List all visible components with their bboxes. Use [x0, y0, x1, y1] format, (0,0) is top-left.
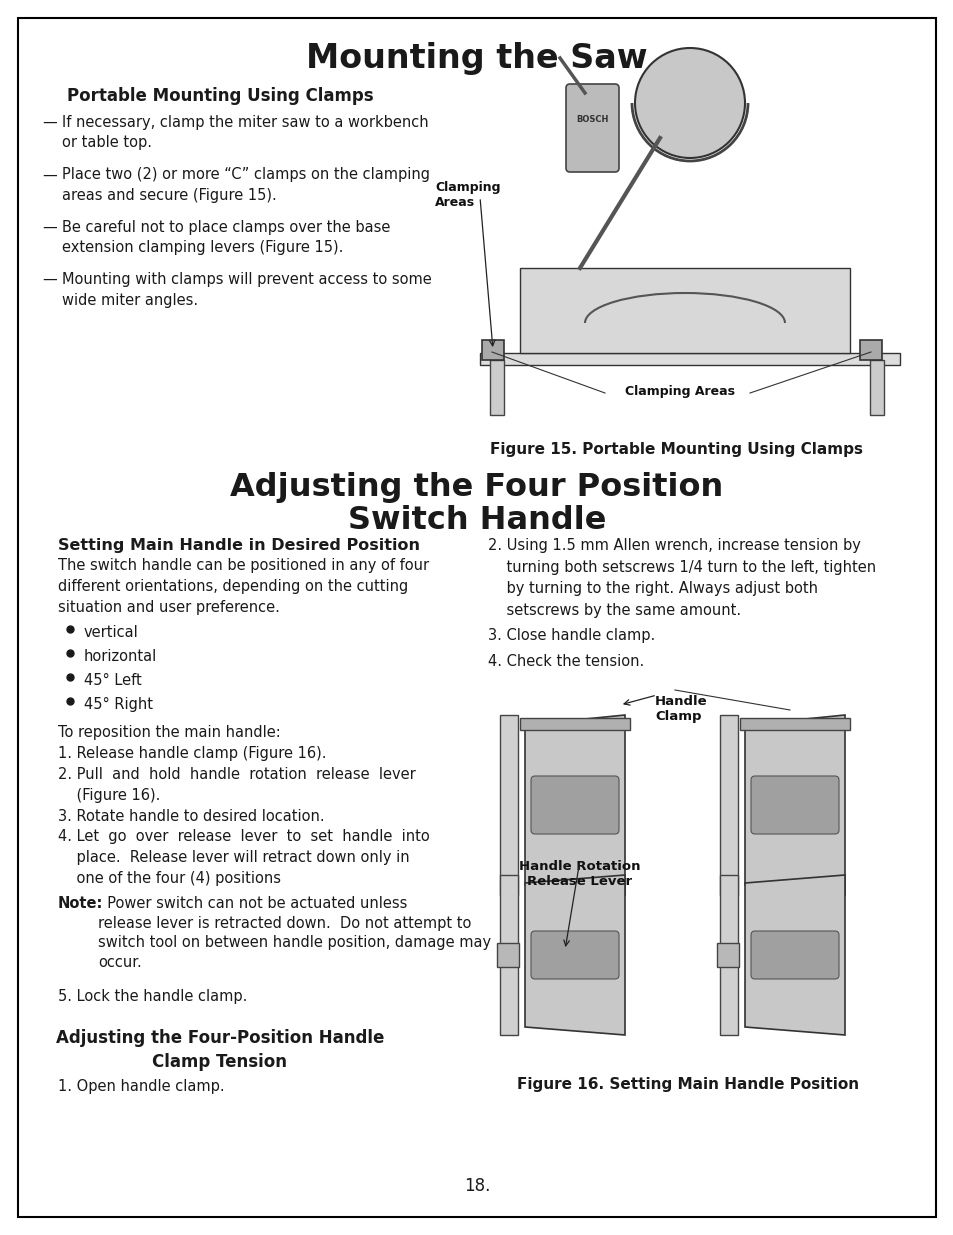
- Bar: [490, 359, 503, 415]
- FancyBboxPatch shape: [531, 931, 618, 979]
- Bar: [497, 944, 518, 967]
- Text: —: —: [42, 272, 56, 288]
- Text: —: —: [42, 168, 56, 183]
- Text: Clamping Areas: Clamping Areas: [624, 384, 734, 398]
- Text: —: —: [42, 220, 56, 235]
- Bar: [859, 340, 882, 359]
- Text: setscrews by the same amount.: setscrews by the same amount.: [488, 603, 740, 618]
- Text: 4. Let  go  over  release  lever  to  set  handle  into: 4. Let go over release lever to set hand…: [58, 830, 429, 845]
- Text: The switch handle can be positioned in any of four: The switch handle can be positioned in a…: [58, 558, 429, 573]
- Text: Note:: Note:: [58, 895, 103, 910]
- Bar: [720, 715, 738, 895]
- Polygon shape: [524, 876, 624, 1035]
- Bar: [519, 718, 629, 730]
- Bar: [499, 876, 517, 1035]
- Bar: [455, 559, 919, 1070]
- Text: 18.: 18.: [463, 1177, 490, 1195]
- Bar: [479, 353, 899, 366]
- Text: Portable Mounting Using Clamps: Portable Mounting Using Clamps: [67, 86, 373, 105]
- Text: 1. Open handle clamp.: 1. Open handle clamp.: [58, 1079, 224, 1094]
- Text: Setting Main Handle in Desired Position: Setting Main Handle in Desired Position: [58, 538, 419, 553]
- Text: 2. Pull  and  hold  handle  rotation  release  lever: 2. Pull and hold handle rotation release…: [58, 767, 416, 782]
- Bar: [717, 944, 739, 967]
- Text: If necessary, clamp the miter saw to a workbench
or table top.: If necessary, clamp the miter saw to a w…: [62, 115, 428, 151]
- Polygon shape: [524, 715, 624, 895]
- Circle shape: [635, 48, 744, 158]
- Text: Place two (2) or more “C” clamps on the clamping
areas and secure (Figure 15).: Place two (2) or more “C” clamps on the …: [62, 168, 430, 203]
- FancyBboxPatch shape: [531, 776, 618, 834]
- Text: Adjusting the Four-Position Handle: Adjusting the Four-Position Handle: [56, 1030, 384, 1047]
- Text: (Figure 16).: (Figure 16).: [58, 788, 160, 803]
- Text: Handle Rotation
Release Lever: Handle Rotation Release Lever: [518, 860, 640, 888]
- Text: different orientations, depending on the cutting: different orientations, depending on the…: [58, 579, 408, 594]
- Text: Mounting the Saw: Mounting the Saw: [306, 42, 647, 75]
- Text: Switch Handle: Switch Handle: [348, 505, 605, 536]
- Text: place.  Release lever will retract down only in: place. Release lever will retract down o…: [58, 850, 409, 866]
- Text: horizontal: horizontal: [84, 650, 157, 664]
- Text: 3. Rotate handle to desired location.: 3. Rotate handle to desired location.: [58, 809, 324, 824]
- Polygon shape: [744, 876, 844, 1035]
- Text: Mounting with clamps will prevent access to some
wide miter angles.: Mounting with clamps will prevent access…: [62, 272, 432, 308]
- Text: Figure 15. Portable Mounting Using Clamps: Figure 15. Portable Mounting Using Clamp…: [490, 442, 862, 457]
- FancyBboxPatch shape: [565, 84, 618, 172]
- Text: situation and user preference.: situation and user preference.: [58, 600, 279, 615]
- Text: one of the four (4) positions: one of the four (4) positions: [58, 871, 281, 885]
- Text: To reposition the main handle:: To reposition the main handle:: [58, 725, 280, 741]
- Bar: [869, 359, 883, 415]
- Text: 2. Using 1.5 mm Allen wrench, increase tension by: 2. Using 1.5 mm Allen wrench, increase t…: [488, 538, 860, 553]
- Text: Be careful not to place clamps over the base
extension clamping levers (Figure 1: Be careful not to place clamps over the …: [62, 220, 390, 256]
- Text: 45° Left: 45° Left: [84, 673, 142, 688]
- Polygon shape: [744, 715, 844, 895]
- Text: 4. Check the tension.: 4. Check the tension.: [488, 655, 643, 669]
- Text: Handle
Clamp: Handle Clamp: [655, 695, 707, 722]
- Text: Figure 16. Setting Main Handle Position: Figure 16. Setting Main Handle Position: [517, 1077, 858, 1092]
- Text: 3. Close handle clamp.: 3. Close handle clamp.: [488, 629, 655, 643]
- Text: vertical: vertical: [84, 625, 138, 641]
- Text: 1. Release handle clamp (Figure 16).: 1. Release handle clamp (Figure 16).: [58, 746, 326, 761]
- FancyBboxPatch shape: [750, 776, 838, 834]
- Text: BOSCH: BOSCH: [576, 116, 608, 125]
- Text: Power switch can not be actuated unless
release lever is retracted down.  Do not: Power switch can not be actuated unless …: [98, 895, 491, 971]
- Bar: [720, 876, 738, 1035]
- Bar: [481, 340, 503, 359]
- Text: turning both setscrews 1/4 turn to the left, tighten: turning both setscrews 1/4 turn to the l…: [488, 559, 875, 574]
- Bar: [499, 715, 517, 895]
- FancyBboxPatch shape: [519, 268, 849, 353]
- Text: 45° Right: 45° Right: [84, 698, 152, 713]
- Text: Adjusting the Four Position: Adjusting the Four Position: [230, 472, 723, 503]
- Text: —: —: [42, 115, 56, 130]
- FancyBboxPatch shape: [750, 931, 838, 979]
- Text: Clamping
Areas: Clamping Areas: [435, 182, 500, 209]
- Bar: [430, 95, 924, 435]
- Text: Clamp Tension: Clamp Tension: [152, 1053, 287, 1072]
- Text: by turning to the right. Always adjust both: by turning to the right. Always adjust b…: [488, 582, 817, 597]
- Bar: [740, 718, 849, 730]
- Text: 5. Lock the handle clamp.: 5. Lock the handle clamp.: [58, 989, 247, 1004]
